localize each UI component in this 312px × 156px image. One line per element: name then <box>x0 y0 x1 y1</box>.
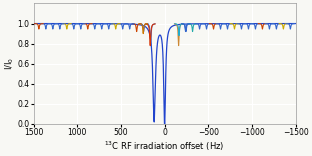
Y-axis label: I/I$_0$: I/I$_0$ <box>3 57 16 70</box>
X-axis label: $^{13}$C RF irradiation offset (Hz): $^{13}$C RF irradiation offset (Hz) <box>105 139 225 153</box>
